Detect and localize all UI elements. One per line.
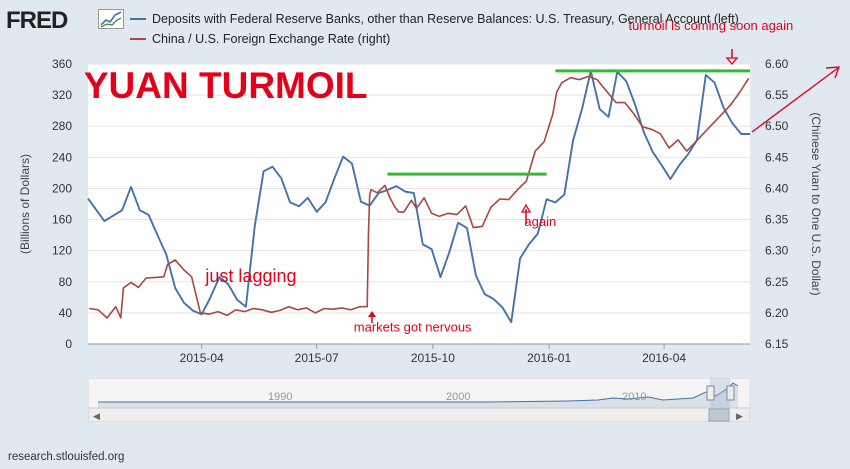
navigator-scrollbar[interactable]: [87, 407, 751, 423]
navigator-year-1990: 1990: [268, 391, 292, 403]
y2-tick-label: 6.60: [765, 57, 789, 71]
fred-logo: FRED: [6, 7, 68, 34]
fred-logo-graph-icon: [98, 9, 124, 29]
y-tick-label: 40: [59, 306, 73, 320]
y2-tick-label: 6.20: [765, 306, 789, 320]
legend-item-exchange-rate[interactable]: China / U.S. Foreign Exchange Rate (righ…: [130, 32, 390, 46]
navigator-history-line: [98, 382, 739, 403]
annotation-text: turmoil is coming soon again: [628, 18, 793, 33]
y2-axis-label: (Chinese Yuan to One U.S. Dollar): [809, 112, 823, 295]
navigator-selected-range[interactable]: [710, 378, 730, 408]
source-credit[interactable]: research.stlouisfed.org: [8, 451, 125, 463]
x-tick-label: 2015-04: [180, 351, 224, 365]
y-tick-label: 200: [52, 181, 72, 195]
annotation-text: just lagging: [204, 266, 296, 286]
navigator-year-2010: 2010: [622, 391, 646, 403]
x-tick-label: 2015-07: [295, 351, 339, 365]
legend-item-deposits[interactable]: Deposits with Federal Reserve Banks, oth…: [130, 12, 739, 26]
y2-tick-label: 6.55: [765, 88, 789, 102]
navigator-year-2000: 2000: [446, 391, 470, 403]
navigator-handle-right[interactable]: [726, 385, 735, 401]
annotation-arrow-again: [520, 203, 532, 224]
grid-lines: [88, 63, 750, 345]
y-tick-label: 280: [52, 119, 72, 133]
legend-swatch-exchange-rate: [130, 37, 146, 40]
legend-label-exchange-rate: China / U.S. Foreign Exchange Rate (righ…: [152, 32, 391, 46]
series-layer: [87, 70, 750, 324]
y2-tick-label: 6.45: [765, 150, 789, 164]
range-navigator[interactable]: 1990 2000 2010 ◀ ▶: [87, 377, 751, 423]
y2-tick-label: 6.50: [765, 119, 789, 133]
annotation-arrow-up-right: [751, 66, 841, 133]
y-tick-label: 240: [52, 150, 72, 164]
scrollbar-thumb[interactable]: [708, 408, 730, 422]
annotation-text: again: [524, 214, 556, 229]
legend-label-deposits: Deposits with Federal Reserve Banks, oth…: [152, 12, 739, 26]
resistance-lines: [387, 69, 750, 176]
x-tick-label: 2016-01: [527, 351, 571, 365]
y2-tick-label: 6.30: [765, 244, 789, 258]
y2-tick-label: 6.35: [765, 213, 789, 227]
x-tick-label: 2015-10: [411, 351, 455, 365]
navigator-handle-left[interactable]: [706, 385, 715, 401]
y2-tick-label: 6.15: [765, 337, 789, 351]
x-axis: 2015-04 2015-07 2015-10 2016-01 2016-04: [180, 344, 686, 365]
annotation-text: markets got nervous: [354, 320, 472, 335]
y-tick-label: 320: [52, 88, 72, 102]
series-line-deposits: [87, 70, 750, 324]
series-line-exchange-rate: [89, 75, 750, 319]
y-tick-label: 160: [52, 213, 72, 227]
chart-header: FRED Deposits with Federal Reserve Banks…: [0, 0, 850, 52]
x-tick-label: 2016-04: [642, 351, 686, 365]
y-axis-right: 6.15 6.20 6.25 6.30 6.35 6.40 6.45 6.50 6.55 6.60: [765, 57, 789, 351]
annotation-arrow-down: [725, 49, 739, 66]
annotation-text: YUAN TURMOIL: [84, 65, 368, 106]
legend-swatch-deposits: [130, 17, 146, 20]
scroll-left-arrow-icon[interactable]: ◀: [93, 411, 100, 421]
y-tick-label: 80: [59, 275, 73, 289]
annotations: YUAN TURMOIL just lagging markets got nerv…: [84, 18, 793, 335]
annotation-arrow-markets-nervous: [368, 311, 376, 323]
y-axis-left: 0 40 80 120 160 200 240 280 320 360: [52, 57, 72, 351]
y-axis-label: (Billions of Dollars): [18, 154, 32, 254]
y-tick-label: 120: [52, 244, 72, 258]
y-tick-label: 0: [65, 337, 72, 351]
y-tick-label: 360: [52, 57, 72, 71]
scroll-right-arrow-icon[interactable]: ▶: [736, 411, 743, 421]
y2-tick-label: 6.25: [765, 275, 789, 289]
y2-tick-label: 6.40: [765, 181, 789, 195]
navigator-svg: 1990 2000 2010 ◀ ▶: [87, 377, 751, 423]
